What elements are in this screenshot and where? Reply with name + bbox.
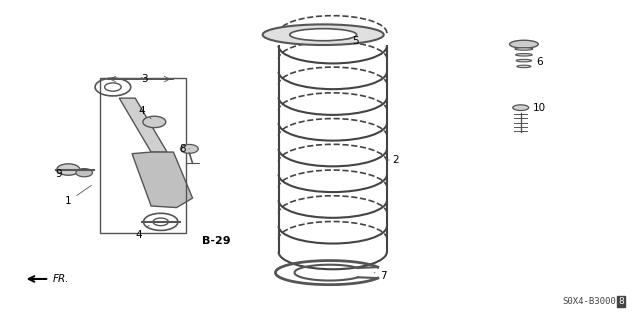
Ellipse shape [515,48,533,50]
Text: S0X4-B3000: S0X4-B3000 [563,297,616,306]
Polygon shape [119,98,167,152]
Text: 8: 8 [180,144,189,154]
Text: 4: 4 [135,225,149,240]
Text: 4: 4 [138,106,151,119]
Text: FR.: FR. [52,274,69,284]
Circle shape [143,116,166,128]
Text: 2: 2 [387,155,399,165]
Text: 10: 10 [533,103,547,113]
Ellipse shape [509,40,538,48]
Ellipse shape [516,53,532,56]
Text: 8: 8 [618,297,624,306]
Text: 9: 9 [56,169,68,179]
Circle shape [180,144,198,153]
Ellipse shape [517,65,531,68]
Circle shape [57,164,80,175]
Text: 3: 3 [141,74,148,84]
Text: B-29: B-29 [202,236,231,246]
Circle shape [76,169,93,177]
Ellipse shape [516,59,532,62]
Text: 5: 5 [349,36,358,46]
Ellipse shape [513,105,529,110]
Text: 7: 7 [374,271,387,281]
Text: 1: 1 [65,185,92,206]
Ellipse shape [290,29,356,41]
Polygon shape [132,152,193,208]
Text: 6: 6 [536,57,543,67]
Bar [100,77,186,233]
Ellipse shape [262,24,384,45]
